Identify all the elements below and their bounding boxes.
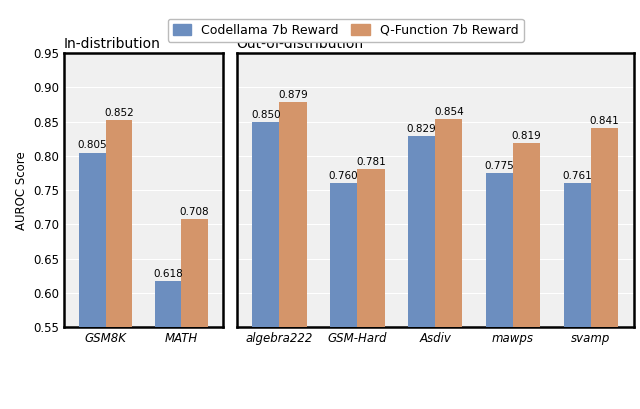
Text: 0.618: 0.618: [153, 269, 183, 279]
Text: 0.850: 0.850: [251, 110, 281, 119]
Bar: [252, 122, 280, 409]
Bar: [181, 219, 207, 409]
Y-axis label: AUROC Score: AUROC Score: [15, 151, 28, 229]
Bar: [357, 169, 385, 409]
Text: 0.879: 0.879: [278, 90, 308, 100]
Bar: [486, 173, 513, 409]
Bar: [435, 119, 462, 409]
Text: In-distribution: In-distribution: [64, 37, 161, 51]
Bar: [408, 136, 435, 409]
Bar: [330, 183, 357, 409]
Text: 0.760: 0.760: [329, 171, 358, 181]
Text: 0.805: 0.805: [77, 140, 107, 151]
Bar: [280, 102, 307, 409]
Text: 0.819: 0.819: [512, 131, 541, 141]
Bar: [79, 153, 106, 409]
Text: 0.781: 0.781: [356, 157, 386, 167]
Legend: Codellama 7b Reward, Q-Function 7b Reward: Codellama 7b Reward, Q-Function 7b Rewar…: [168, 18, 524, 42]
Text: 0.841: 0.841: [589, 116, 620, 126]
Text: 0.829: 0.829: [406, 124, 436, 134]
Bar: [106, 120, 132, 409]
Text: 0.854: 0.854: [434, 107, 463, 117]
Text: 0.775: 0.775: [484, 161, 514, 171]
Bar: [155, 281, 181, 409]
Bar: [564, 183, 591, 409]
Text: 0.852: 0.852: [104, 108, 134, 118]
Text: 0.708: 0.708: [180, 207, 209, 217]
Text: 0.761: 0.761: [563, 171, 592, 181]
Bar: [513, 143, 540, 409]
Text: Out-of-distribution: Out-of-distribution: [237, 37, 364, 51]
Bar: [591, 128, 618, 409]
